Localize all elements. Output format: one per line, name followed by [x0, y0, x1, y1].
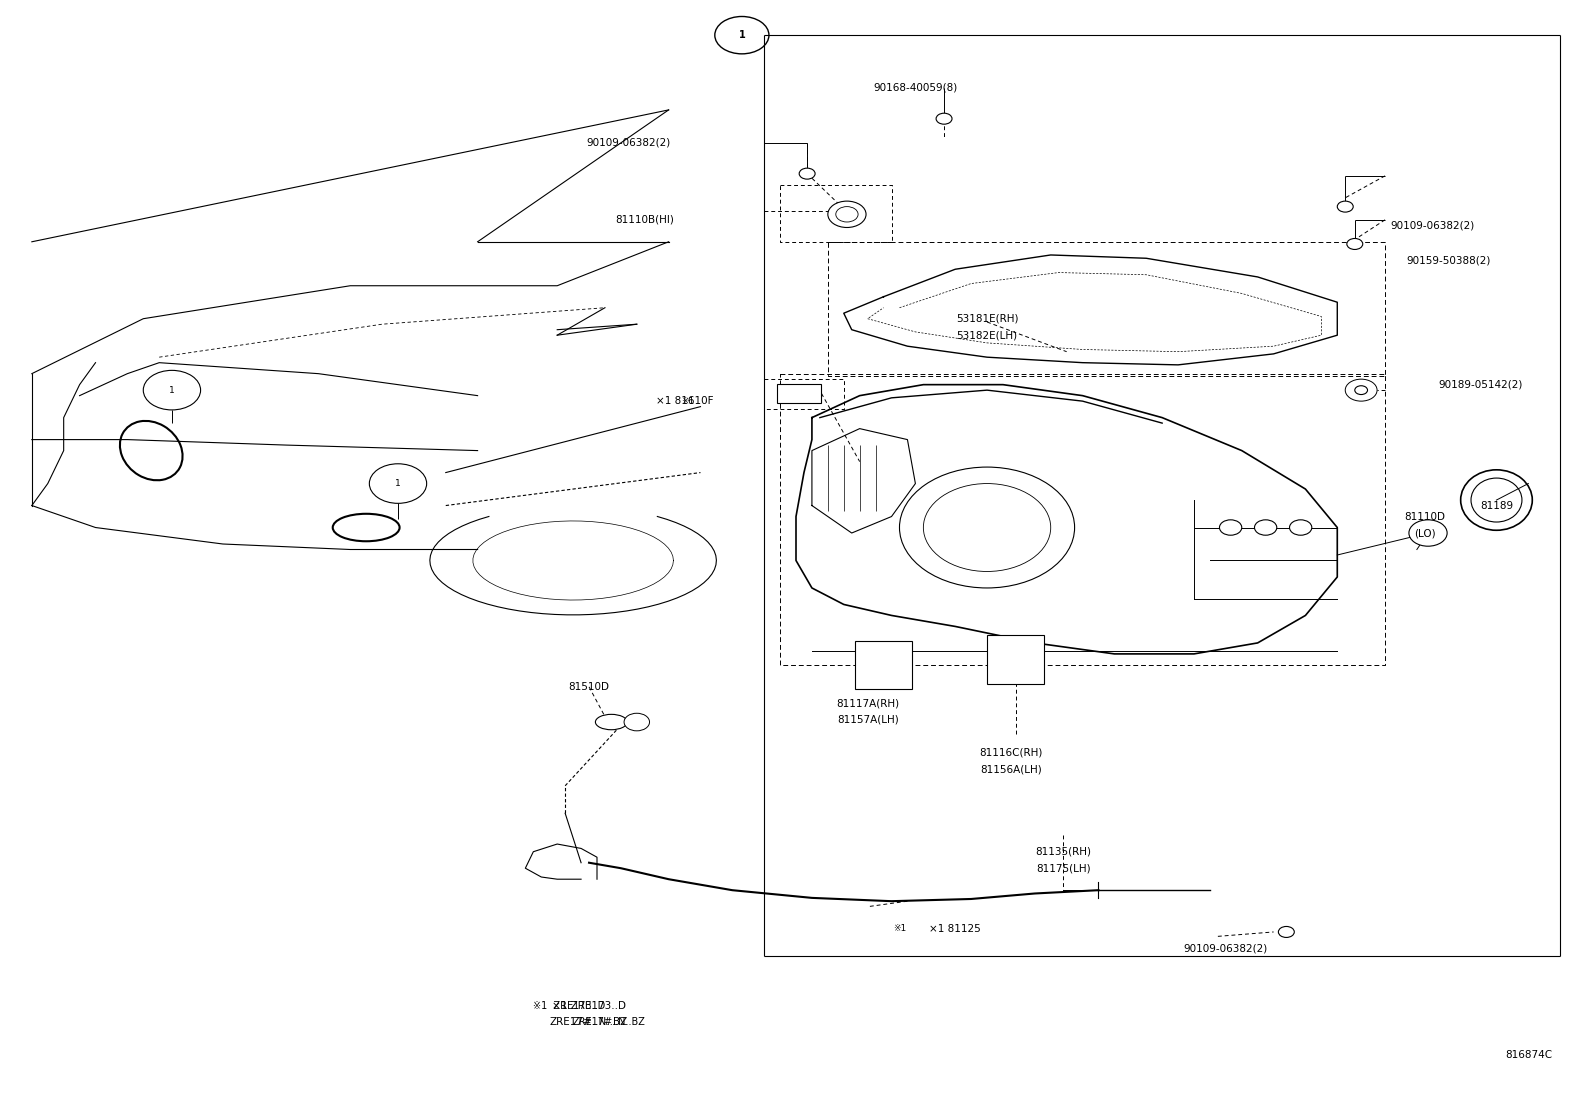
- Circle shape: [1355, 386, 1368, 395]
- Text: 53182E(LH): 53182E(LH): [957, 330, 1017, 341]
- Text: ※1: ※1: [681, 397, 694, 406]
- Text: 1: 1: [395, 479, 401, 488]
- Text: 90189-05142(2): 90189-05142(2): [1439, 379, 1522, 390]
- Circle shape: [1254, 520, 1277, 535]
- FancyBboxPatch shape: [855, 641, 912, 689]
- Text: ※1  ZRE173..D: ※1 ZRE173..D: [533, 1000, 605, 1011]
- Text: ×1 81610F: ×1 81610F: [656, 396, 713, 407]
- Text: 81510D: 81510D: [568, 681, 610, 692]
- Text: ×1 81125: ×1 81125: [930, 923, 981, 934]
- Text: ZRE17#..N..BZ: ZRE17#..N..BZ: [573, 1017, 646, 1028]
- Circle shape: [1278, 926, 1294, 937]
- Text: 1: 1: [739, 30, 745, 41]
- Text: 90109-06382(2): 90109-06382(2): [587, 137, 670, 148]
- Text: 81156A(LH): 81156A(LH): [981, 764, 1041, 775]
- Circle shape: [1347, 238, 1363, 249]
- Text: ※1: ※1: [893, 924, 906, 933]
- Text: 81157A(LH): 81157A(LH): [837, 714, 898, 725]
- Ellipse shape: [595, 714, 627, 730]
- Circle shape: [1337, 201, 1353, 212]
- Text: 81116C(RH): 81116C(RH): [979, 747, 1043, 758]
- Circle shape: [1290, 520, 1312, 535]
- Text: 81135(RH): 81135(RH): [1035, 846, 1092, 857]
- Text: 1: 1: [169, 386, 175, 395]
- Text: 81189: 81189: [1481, 500, 1512, 511]
- Text: 90168-40059(8): 90168-40059(8): [874, 82, 957, 93]
- Circle shape: [1409, 520, 1447, 546]
- Text: 90109-06382(2): 90109-06382(2): [1391, 220, 1474, 231]
- Text: 81110B(HI): 81110B(HI): [616, 214, 673, 225]
- Circle shape: [1219, 520, 1242, 535]
- Text: 90159-50388(2): 90159-50388(2): [1407, 255, 1490, 266]
- Text: 81117A(RH): 81117A(RH): [836, 698, 899, 709]
- Text: (LO): (LO): [1414, 528, 1436, 539]
- Polygon shape: [525, 844, 597, 879]
- Circle shape: [624, 713, 650, 731]
- Text: 816874C: 816874C: [1504, 1050, 1552, 1061]
- Text: 81175(LH): 81175(LH): [1036, 863, 1091, 874]
- FancyBboxPatch shape: [777, 384, 821, 403]
- Text: ×1 ZRE173..D: ×1 ZRE173..D: [552, 1000, 626, 1011]
- Text: 53181E(RH): 53181E(RH): [955, 313, 1019, 324]
- Text: 81110D: 81110D: [1404, 511, 1446, 522]
- Circle shape: [828, 201, 866, 227]
- FancyBboxPatch shape: [987, 635, 1044, 684]
- Text: 90109-06382(2): 90109-06382(2): [1184, 943, 1267, 954]
- Circle shape: [936, 113, 952, 124]
- Circle shape: [799, 168, 815, 179]
- Text: ZRE17#..N..BZ: ZRE17#..N..BZ: [549, 1017, 629, 1028]
